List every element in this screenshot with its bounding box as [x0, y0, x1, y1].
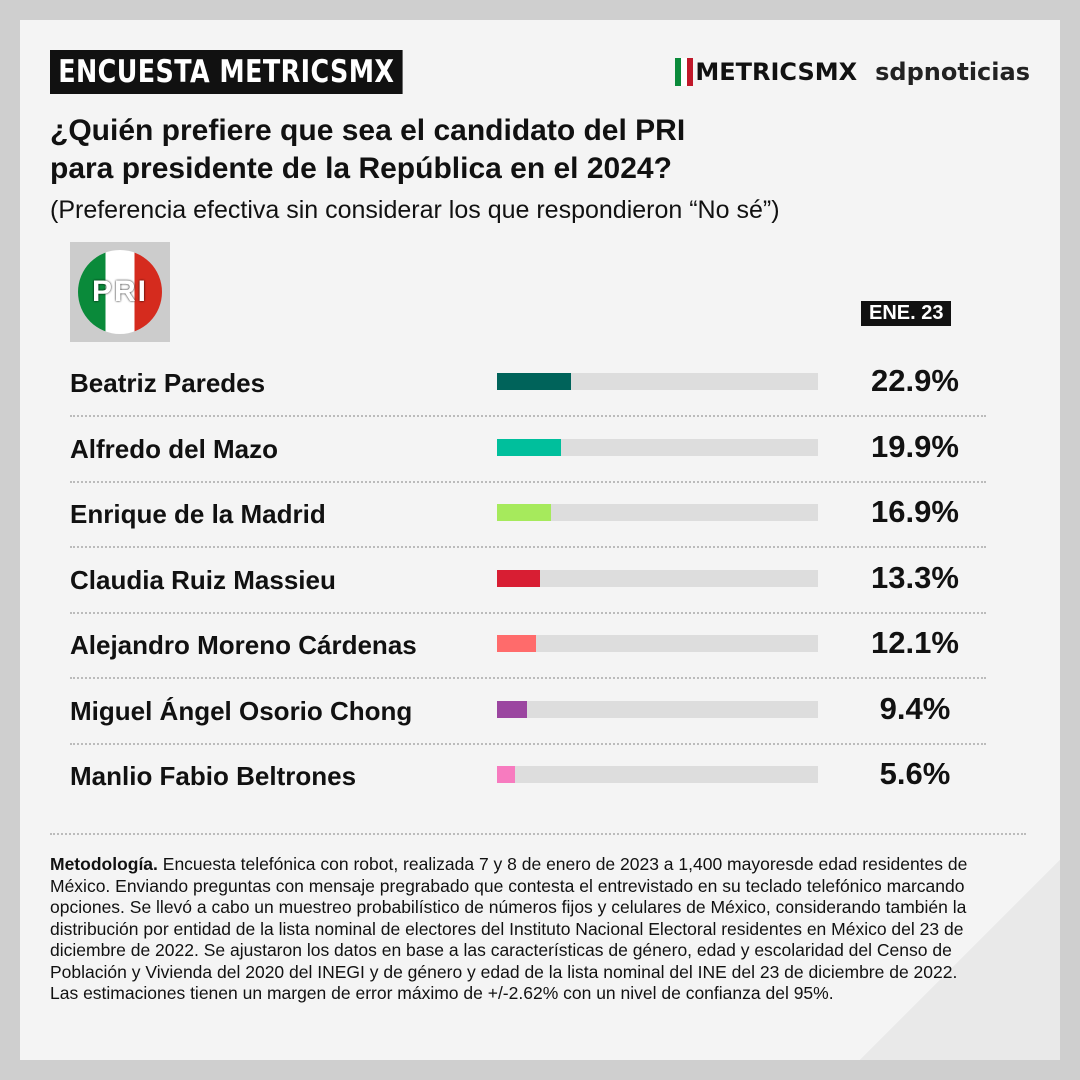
survey-badge: ENCUESTA METRICSMX [50, 50, 403, 94]
bar-track [497, 569, 818, 587]
row-separator [70, 742, 986, 745]
bar-track [497, 635, 818, 652]
value-label: 12.1% [871, 625, 959, 660]
bar-row: Miguel Ángel Osorio Chong 9.4% [50, 680, 986, 745]
subtitle: (Preferencia efectiva sin considerar los… [50, 196, 780, 224]
bar-row: Claudia Ruiz Massieu 13.3% [50, 549, 986, 614]
row-separator [70, 415, 986, 417]
metricsmx-logo-text: METRICSMX [695, 58, 858, 86]
bar-fill [497, 438, 561, 456]
page-title: ¿Quién prefiere que sea el candidato del… [50, 112, 685, 188]
value-label: 19.9% [871, 428, 959, 464]
bar-row: Manlio Fabio Beltrones 5.6% [50, 745, 986, 810]
row-separator [70, 611, 986, 614]
bar-fill [497, 504, 552, 521]
methodology-text: Encuesta telefónica con robot, realizada… [50, 854, 968, 982]
bar-row: Beatriz Paredes 22.9% [50, 352, 986, 417]
value-label: 16.9% [871, 494, 959, 529]
candidate-name: Enrique de la Madrid [70, 499, 326, 529]
candidate-name: Alfredo del Mazo [70, 433, 279, 464]
pri-logo: PRI [70, 242, 170, 342]
value-label: 9.4% [879, 690, 951, 726]
background-decoration [800, 800, 1060, 1060]
candidate-name: Beatriz Paredes [70, 368, 266, 398]
bar-fill [497, 700, 528, 718]
sdpnoticias-logo: sdpnoticias [875, 58, 1030, 86]
bar-row: Alfredo del Mazo 19.9% [50, 418, 986, 483]
bar-fill [497, 766, 515, 783]
title-line-2: para presidente de la República en el 20… [50, 152, 672, 185]
bar-fill [497, 635, 536, 652]
bar-fill [497, 569, 540, 587]
pri-logo-text: PRI [78, 250, 162, 334]
value-label: 5.6% [879, 756, 951, 791]
value-label: 13.3% [871, 559, 959, 595]
logos: METRICSMX sdpnoticias [675, 58, 1030, 86]
methodology-label: Metodología. [50, 854, 158, 874]
bar-track [497, 438, 818, 456]
candidate-name: Manlio Fabio Beltrones [70, 761, 357, 791]
methodology: Metodología. Encuesta telefónica con rob… [50, 854, 1010, 1005]
bar-row: Enrique de la Madrid 16.9% [50, 483, 986, 548]
candidate-name: Alejandro Moreno Cárdenas [70, 630, 417, 660]
row-separator [70, 546, 986, 548]
row-separator [70, 677, 986, 679]
bar-fill [497, 373, 571, 390]
period-label: ENE. 23 [861, 301, 952, 326]
row-separator [70, 480, 986, 483]
bar-track [497, 700, 818, 718]
candidate-name: Miguel Ángel Osorio Chong [70, 695, 413, 726]
bar-row: Alejandro Moreno Cárdenas 12.1% [50, 614, 986, 679]
value-label: 22.9% [871, 363, 959, 398]
candidate-name: Claudia Ruiz Massieu [70, 564, 336, 595]
bar-track [497, 373, 818, 390]
infographic-card: ENCUESTA METRICSMX METRICSMX sdpnoticias… [20, 20, 1060, 1060]
metricsmx-logo: METRICSMX [675, 58, 857, 86]
flag-bars-icon [675, 58, 694, 86]
bar-track [497, 504, 818, 521]
margin-of-error: Las estimaciones tienen un margen de err… [50, 983, 834, 1003]
title-line-1: ¿Quién prefiere que sea el candidato del… [50, 114, 686, 147]
bar-track [497, 766, 818, 783]
divider [50, 833, 1026, 835]
